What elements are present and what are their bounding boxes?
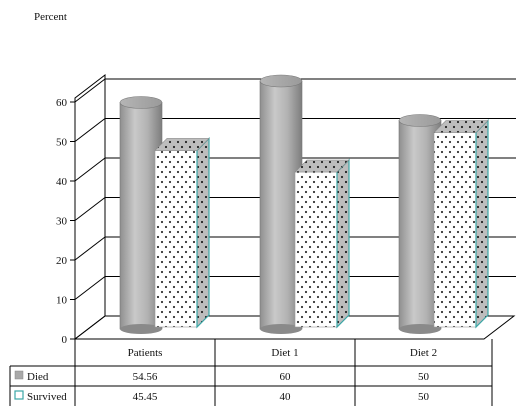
table-cell: 40 <box>280 391 292 403</box>
gridline-side <box>74 276 106 300</box>
y-tick-label: 60 <box>56 97 68 109</box>
bars <box>119 74 489 334</box>
y-tick-label: 40 <box>56 176 68 188</box>
table-cell: 60 <box>280 371 292 383</box>
cylinder-top <box>398 114 442 127</box>
category-label: Patients <box>128 347 163 359</box>
bar-survived-diet-1 <box>294 158 350 329</box>
category-label: Diet 1 <box>271 347 298 359</box>
cylinder-top <box>259 74 303 88</box>
row-label: Died <box>27 371 49 383</box>
box-front <box>154 150 198 328</box>
table-cell: 50 <box>418 391 430 403</box>
gridline-side <box>74 118 106 142</box>
gridline-side <box>74 197 106 221</box>
bar-survived-diet-2 <box>433 119 489 329</box>
y-tick-label: 30 <box>56 216 68 228</box>
y-tick-label: 0 <box>62 334 68 346</box>
table-cell: 45.45 <box>133 391 158 403</box>
cylinder-base <box>120 324 162 334</box>
bar-survived-patients <box>154 137 210 329</box>
box-top <box>154 138 210 151</box>
y-axis-ticks: 0 10 20 30 40 50 60 <box>56 97 75 346</box>
gridline-side <box>74 78 106 103</box>
cylinder-base <box>260 324 302 334</box>
table-cell: 50 <box>418 371 430 383</box>
box-top <box>294 159 350 173</box>
y-tick-label: 20 <box>56 255 68 267</box>
box-top <box>433 120 489 133</box>
legend-swatch-died <box>14 370 24 380</box>
y-tick-label: 10 <box>56 295 68 307</box>
cylinder-base <box>399 324 441 334</box>
cylinder-top <box>119 96 163 109</box>
floor <box>73 315 516 340</box>
table-cell: 54.56 <box>133 371 158 383</box>
box-front <box>433 132 477 328</box>
gridline-side <box>74 236 106 261</box>
legend-swatch-survived <box>14 390 24 400</box>
side-wall <box>74 73 106 341</box>
y-tick-label: 50 <box>56 137 68 149</box>
box-side <box>336 158 350 329</box>
box-side <box>475 119 489 329</box>
y-axis-label: Percent <box>34 11 67 23</box>
box-front <box>294 171 338 328</box>
row-label: Survived <box>27 391 67 403</box>
data-table: Patients Diet 1 Diet 2 Died 54.56 60 50 Survive… <box>9 339 493 406</box>
gridline-side <box>74 157 106 182</box>
category-label: Diet 2 <box>410 347 437 359</box>
box-side <box>196 137 210 329</box>
